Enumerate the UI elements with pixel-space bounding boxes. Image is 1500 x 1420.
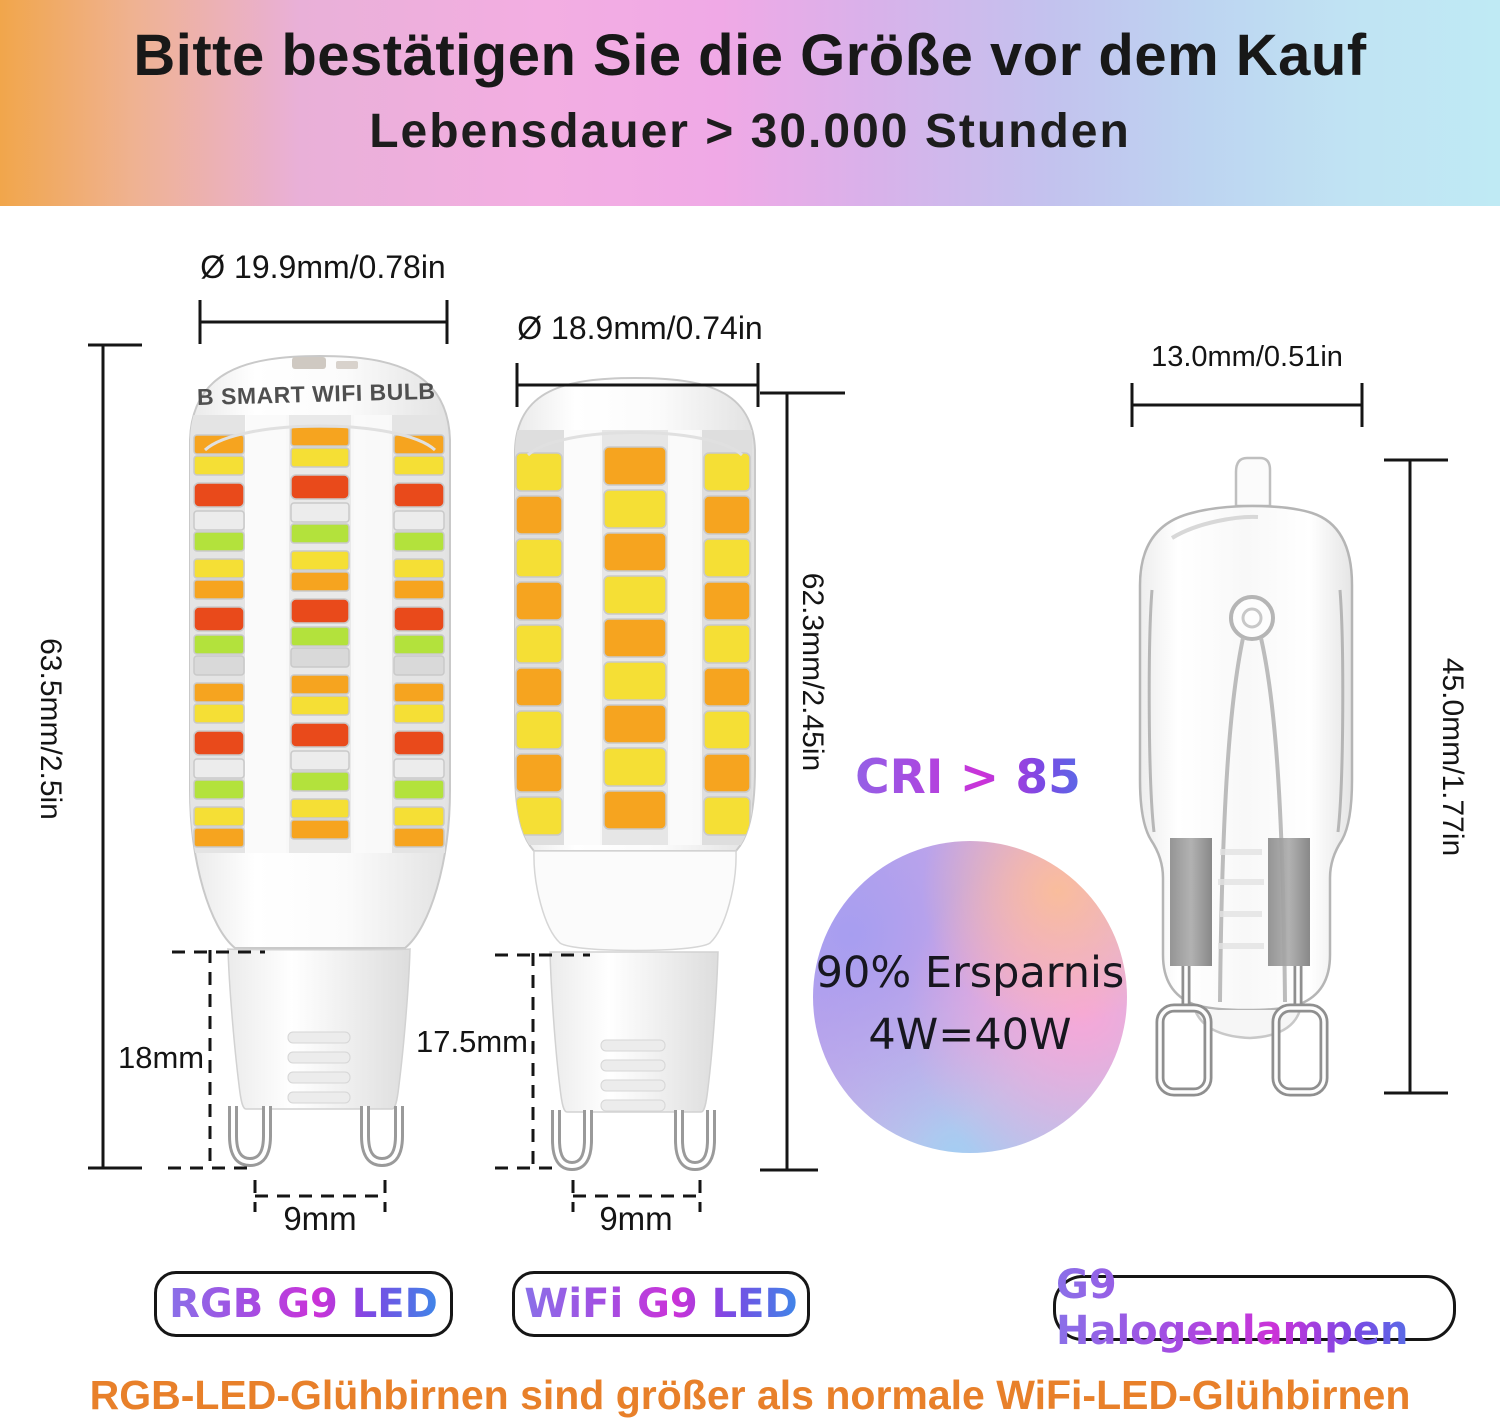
wifi-led-name-tag: WiFi G9 LED	[512, 1271, 810, 1337]
cri-badge: CRI > 85	[818, 750, 1118, 805]
wifi-led-bulb	[514, 376, 756, 1172]
rgb-base-vents	[287, 1031, 351, 1104]
rgb-pins	[228, 1106, 404, 1168]
page-subtitle: Lebensdauer > 30.000 Stunden	[369, 105, 1131, 158]
dimension-lines	[88, 300, 1448, 1172]
wifi-led-name: WiFi G9 LED	[524, 1281, 798, 1327]
size-comparison-note: RGB-LED-Glühbirnen sind größer als norma…	[89, 1372, 1411, 1418]
page-title: Bitte bestätigen Sie die Größe vor dem K…	[133, 23, 1367, 88]
rgb-led-bulb	[189, 354, 451, 1168]
rgb-led-name-tag: RGB G9 LED	[154, 1271, 453, 1337]
halogen-bulb	[1138, 456, 1354, 1097]
dashed-dimension-lines	[168, 950, 702, 1212]
halogen-pins	[1155, 966, 1329, 1097]
wifi-pin-pitch-label: 9mm	[599, 1200, 673, 1237]
rgb-diameter-label: Ø 19.9mm/0.78in	[200, 249, 446, 285]
rgb-led-name: RGB G9 LED	[169, 1281, 438, 1327]
wifi-pins	[551, 1110, 716, 1172]
savings-badge: 90% Ersparnis 4W=40W	[813, 841, 1127, 1153]
halogen-name: G9 Halogenlampen	[1056, 1262, 1453, 1354]
wifi-base-height-label: 17.5mm	[416, 1024, 528, 1059]
halogen-name-tag: G9 Halogenlampen	[1053, 1262, 1456, 1354]
wifi-base-vents	[600, 1039, 666, 1112]
savings-line-2: 4W=40W	[868, 1010, 1072, 1060]
header-banner: Bitte bestätigen Sie die Größe vor dem K…	[0, 0, 1500, 206]
rgb-pin-pitch-label: 9mm	[283, 1200, 357, 1237]
rgb-base-height-label: 18mm	[118, 1040, 205, 1075]
savings-line-1: 90% Ersparnis	[815, 947, 1125, 998]
wifi-diameter-label: Ø 18.9mm/0.74in	[517, 310, 763, 346]
halogen-diameter-label: 13.0mm/0.51in	[1151, 341, 1343, 373]
rgb-height-label: 63.5mm/2.5in	[34, 638, 67, 820]
halogen-height-label: 45.0mm/1.77in	[1436, 657, 1469, 857]
